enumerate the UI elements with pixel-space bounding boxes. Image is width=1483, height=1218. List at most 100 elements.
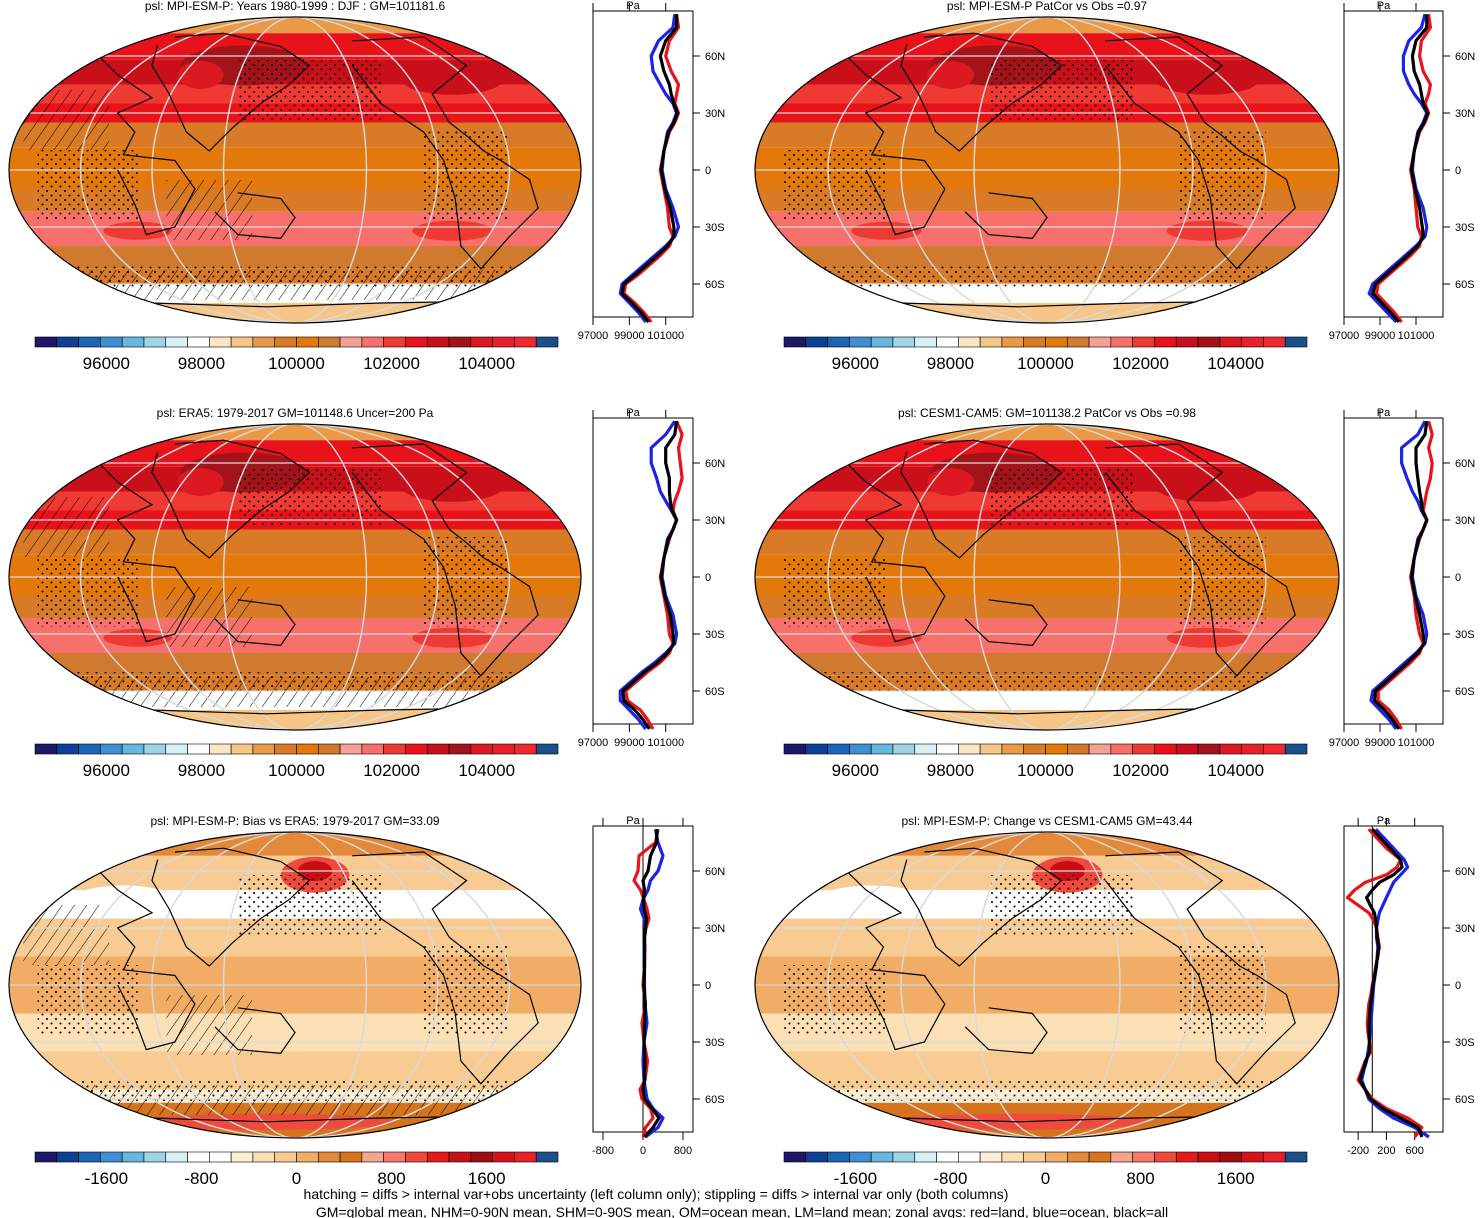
colorbar-bin [78, 743, 101, 755]
field-anomaly [819, 885, 925, 914]
profile-units: Pa [1377, 815, 1391, 827]
panel-1: psl: MPI-ESM-P: Years 1980-1999 : DJF : … [8, 0, 725, 373]
field-band [755, 653, 1339, 676]
colorbar-bin [979, 336, 1003, 348]
colorbar-bin [1001, 743, 1025, 755]
colorbar-label: 96000 [832, 761, 879, 780]
colorbar-bin [849, 336, 872, 348]
colorbar-label: -1600 [85, 1169, 128, 1188]
meridian [151, 424, 439, 730]
colorbar-bin [1001, 1151, 1025, 1163]
meridian [973, 424, 1121, 730]
colorbar-bin [1175, 336, 1199, 348]
profile-ylabel: 30N [1455, 923, 1475, 935]
stippling [237, 467, 381, 527]
colorbar-bin [296, 1151, 319, 1163]
panel-5: psl: MPI-ESM-P: Bias vs ERA5: 1979-2017 … [8, 814, 725, 1188]
profile-xlabel: 101000 [647, 330, 684, 342]
profile-ylabel: 0 [1455, 165, 1461, 177]
colorbar-label: 0 [1041, 1169, 1050, 1188]
profile-ylabel: 60N [705, 51, 725, 63]
profile-line [1371, 14, 1430, 324]
colorbar-label: 98000 [178, 761, 225, 780]
colorbar-bin [914, 1151, 937, 1163]
field-anomaly [851, 221, 922, 240]
colorbar-label: -1600 [834, 1169, 877, 1188]
colorbar-bin [1110, 336, 1133, 348]
colorbar-bin [339, 336, 363, 348]
profile-units: Pa [626, 815, 640, 827]
coastline [214, 599, 296, 647]
profile-xlabel: 101000 [1398, 737, 1435, 749]
profile-xlabel: 101000 [1398, 330, 1435, 342]
meridian [151, 832, 439, 1138]
colorbar-label: 800 [1126, 1169, 1154, 1188]
coastline [841, 439, 946, 643]
colorbar-label: 800 [377, 1169, 405, 1188]
colorbar-bin [296, 336, 319, 348]
colorbar-bin [1088, 743, 1112, 755]
meridian [222, 832, 368, 1138]
coastline [964, 1007, 1048, 1055]
field-anomaly [851, 628, 922, 647]
profile-ylabel: 0 [1455, 980, 1461, 992]
colorbar-bin [1132, 336, 1155, 348]
profile-line [1358, 828, 1424, 1138]
hatching [23, 497, 110, 557]
colorbar-bin [100, 743, 123, 755]
meridian [827, 832, 1267, 1138]
colorbar-bin [492, 1151, 515, 1163]
colorbar-bin [1197, 336, 1221, 348]
profile-ylabel: 30N [705, 108, 725, 120]
profile-ylabel: 30N [1455, 515, 1475, 527]
field-anomaly [927, 61, 974, 89]
stippling [423, 130, 510, 220]
colorbar-bin [1045, 743, 1068, 755]
colorbar-bin [1132, 743, 1155, 755]
meridian [900, 832, 1194, 1138]
stippling [988, 60, 1135, 120]
stippling [988, 875, 1135, 935]
meridian [900, 17, 1194, 323]
colorbar-bin [958, 743, 981, 755]
coastline [93, 439, 196, 643]
colorbar-bin [1219, 336, 1242, 348]
colorbar-bin [805, 1151, 828, 1163]
stippling [769, 672, 1325, 694]
colorbar-bin [470, 336, 493, 348]
colorbar-bin [34, 1151, 58, 1163]
colorbar-label: 104000 [1207, 761, 1264, 780]
profile-ylabel: 0 [705, 980, 711, 992]
profile-ylabel: 60S [705, 279, 725, 291]
colorbar-bin [165, 743, 188, 755]
colorbar-bin [1263, 336, 1286, 348]
colorbar-bin [252, 743, 276, 755]
profile-xlabel: 97000 [578, 737, 609, 749]
coastline [1104, 36, 1296, 270]
coastline [151, 439, 311, 559]
colorbar-bin [34, 336, 58, 348]
field-band [9, 653, 581, 676]
colorbar-bin [1219, 1151, 1242, 1163]
colorbar-bin [252, 1151, 276, 1163]
panel-title: psl: ERA5: 1979-2017 GM=101148.6 Uncer=2… [157, 406, 434, 420]
colorbar-label: 102000 [363, 761, 420, 780]
coastline [841, 847, 946, 1051]
field-band [755, 18, 1339, 34]
colorbar-bin [383, 1151, 406, 1163]
colorbar-bin [405, 1151, 428, 1163]
profile-xlabel: 200 [1377, 1145, 1395, 1157]
profile-units: Pa [1377, 407, 1391, 419]
colorbar-bin [100, 336, 123, 348]
colorbar-label: 96000 [832, 354, 879, 373]
colorbar-bin [1045, 336, 1068, 348]
colorbar-label: 1600 [468, 1169, 506, 1188]
colorbar-bin [34, 743, 58, 755]
field-band [755, 246, 1339, 269]
field-band [755, 284, 1339, 303]
colorbar-bin [1263, 743, 1286, 755]
profile-line [1369, 420, 1429, 730]
panel-title: psl: MPI-ESM-P: Change vs CESM1-CAM5 GM=… [901, 814, 1192, 828]
colorbar-bin [56, 1151, 79, 1163]
